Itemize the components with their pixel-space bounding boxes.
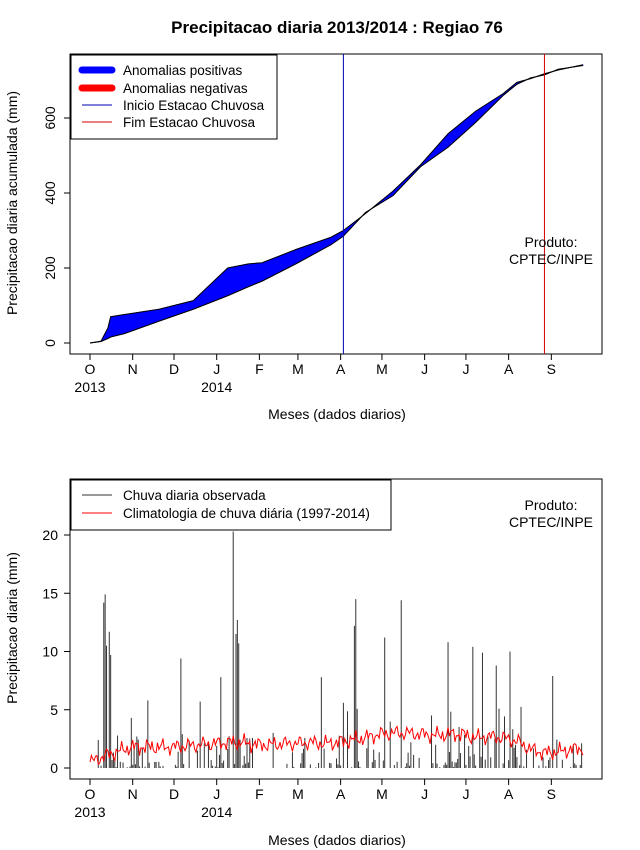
cumulative-plot: O N D J F M A M J J A S 2013 2014 0 200 400 600 [42, 53, 603, 395]
top-y-tick-label: 200 [42, 256, 58, 280]
top-y-axis: 0 200 400 600 [42, 106, 70, 347]
top-x-tick-label: M [376, 361, 388, 377]
bottom-x-tick-label: M [292, 786, 304, 802]
top-x-tick-label: O [85, 361, 96, 377]
bottom-x-axis: O N D J F M A M J J A S 2013 2014 [74, 779, 556, 820]
bottom-x-tick-label: D [169, 786, 179, 802]
bottom-legend-box [70, 479, 392, 531]
bottom-x-tick-label: O [85, 786, 96, 802]
top-x-tick-label: S [547, 361, 556, 377]
top-credit-line-1: Produto: [525, 234, 578, 250]
top-x-tick-label: M [292, 361, 304, 377]
top-y-tick-label: 400 [42, 181, 58, 205]
top-x-tick-label: F [255, 361, 264, 377]
bottom-year-label-2013: 2013 [74, 804, 105, 820]
top-x-tick-label: J [421, 361, 428, 377]
top-y-tick-label: 0 [42, 339, 58, 347]
observed-cumulative-line [89, 64, 584, 344]
top-year-label-2013: 2013 [74, 379, 105, 395]
top-x-tick-label: N [128, 361, 138, 377]
climatology-daily-line [89, 725, 584, 766]
bottom-plot-frame [69, 478, 603, 780]
bottom-x-tick-label: A [336, 786, 346, 802]
legend-label-end: Fim Estacao Chuvosa [123, 115, 256, 130]
cumulative-lines [89, 54, 584, 354]
top-year-label-2014: 2014 [201, 379, 232, 395]
bottom-y-axis-label: Precipitacao diaria (mm) [4, 552, 20, 704]
bottom-y-tick-label: 20 [42, 527, 58, 543]
top-x-tick-label: J [213, 361, 220, 377]
bottom-x-axis-label: Meses (dados diarios) [268, 832, 406, 848]
legend-label-observed: Chuva diaria observada [123, 488, 266, 503]
daily-plot: O N D J F M A M J J A S 2013 2014 0 5 10 15 20 [42, 478, 603, 820]
top-credit-line-2: CPTEC/INPE [509, 251, 593, 267]
top-plot-frame [69, 53, 603, 355]
top-y-tick-label: 600 [42, 106, 58, 130]
climatology-cumulative-line [89, 65, 584, 344]
daily-observed-bars [97, 531, 583, 768]
bottom-legend: Chuva diaria observada Climatologia de c… [70, 479, 392, 531]
bottom-credit-line-2: CPTEC/INPE [509, 514, 593, 530]
legend-label-climatology: Climatologia de chuva diária (1997-2014) [123, 506, 370, 521]
top-x-tick-label: A [504, 361, 514, 377]
daily-climatology-line [89, 725, 584, 766]
bottom-y-tick-label: 10 [42, 644, 58, 660]
bottom-x-tick-label: M [376, 786, 388, 802]
top-x-tick-label: D [169, 361, 179, 377]
top-x-tick-label: J [462, 361, 469, 377]
top-legend: Anomalias positivas Anomalias negativas … [70, 54, 278, 140]
bottom-y-tick-label: 15 [42, 585, 58, 601]
chart-title: Precipitacao diaria 2013/2014 : Regiao 7… [171, 18, 503, 37]
bottom-y-tick-label: 5 [50, 702, 58, 718]
top-x-axis-label: Meses (dados diarios) [268, 406, 406, 422]
bottom-x-tick-label: J [462, 786, 469, 802]
bottom-x-tick-label: J [421, 786, 428, 802]
bottom-x-tick-label: J [213, 786, 220, 802]
top-x-axis: O N D J F M A M J J A S 2013 2014 [74, 354, 556, 395]
bottom-x-tick-label: N [128, 786, 138, 802]
bottom-x-tick-label: F [255, 786, 264, 802]
bottom-y-axis: 0 5 10 15 20 [42, 527, 70, 776]
legend-label-negative: Anomalias negativas [123, 81, 248, 96]
legend-label-start: Inicio Estacao Chuvosa [123, 98, 265, 113]
bottom-x-tick-label: S [547, 786, 556, 802]
top-x-tick-label: A [336, 361, 346, 377]
bottom-credit-line-1: Produto: [525, 497, 578, 513]
bottom-year-label-2014: 2014 [201, 804, 232, 820]
bottom-y-tick-label: 0 [50, 760, 58, 776]
bottom-x-tick-label: A [504, 786, 514, 802]
top-y-axis-label: Precipitacao diaria acumulada (mm) [4, 91, 20, 315]
legend-label-positive: Anomalias positivas [123, 63, 243, 78]
